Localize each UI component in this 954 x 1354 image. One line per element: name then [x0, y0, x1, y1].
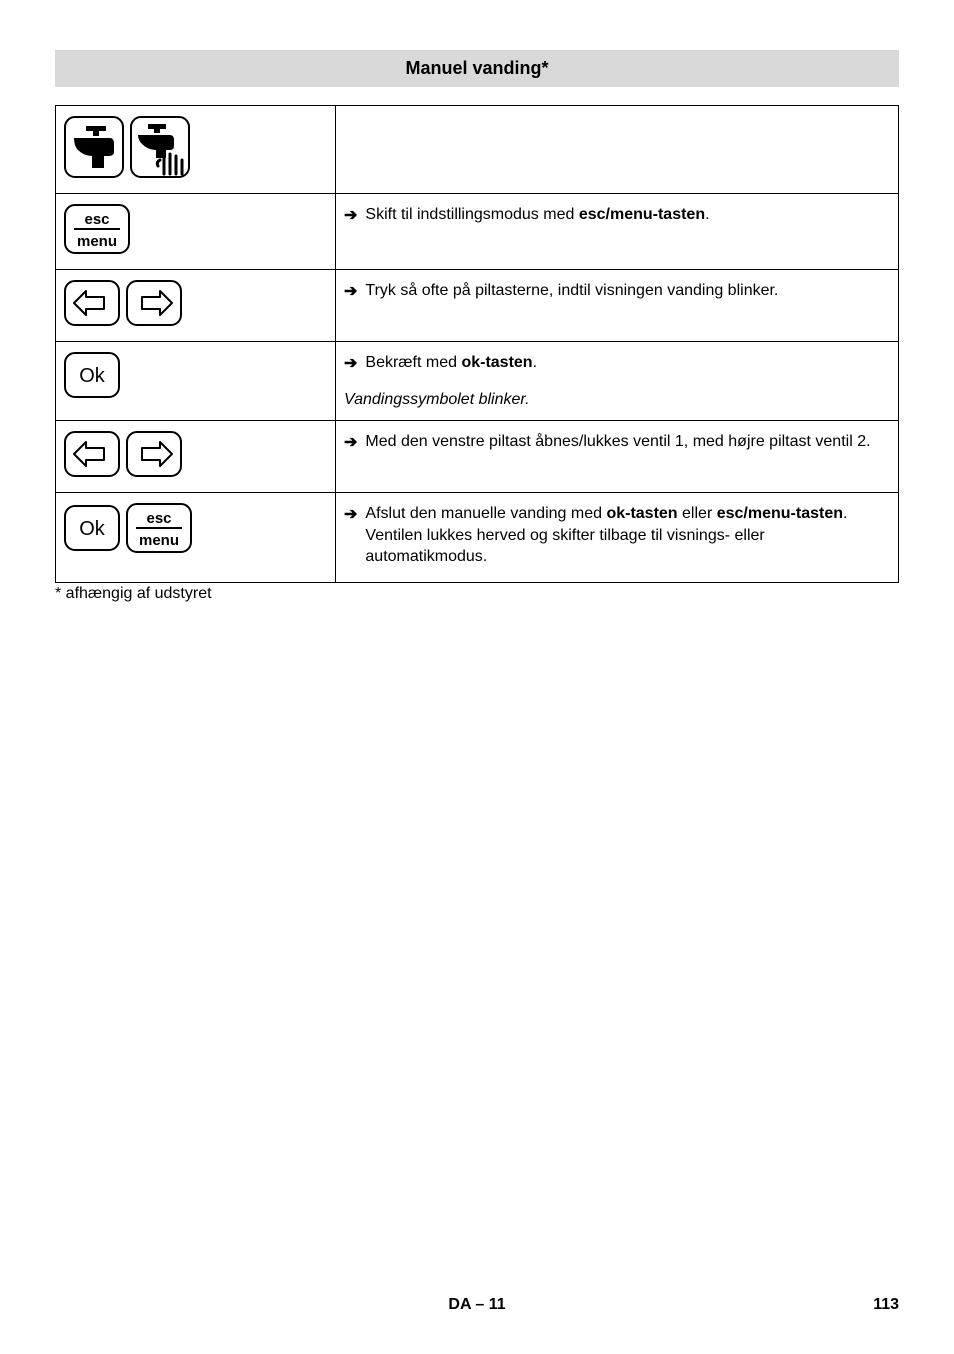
- instruction-line: ➔ Med den venstre piltast åbnes/lukkes v…: [344, 431, 890, 454]
- instruction-line: ➔ Tryk så ofte på piltasterne, indtil vi…: [344, 280, 890, 303]
- arrow-bullet-icon: ➔: [344, 432, 357, 454]
- arrow-bullet-icon: ➔: [344, 504, 357, 526]
- svg-text:esc: esc: [84, 211, 109, 228]
- table-row: ➔ Tryk så ofte på piltasterne, indtil vi…: [56, 270, 899, 342]
- instruction-line: ➔ Bekræft med ok-tasten.: [344, 352, 890, 375]
- text-cell: ➔ Afslut den manuelle vanding med ok-tas…: [336, 493, 899, 583]
- instruction-text: Skift til indstillingsmodus med esc/menu…: [365, 204, 890, 226]
- instruction-line: ➔ Skift til indstillingsmodus med esc/me…: [344, 204, 890, 227]
- text-cell: ➔ Med den venstre piltast åbnes/lukkes v…: [336, 421, 899, 493]
- right-arrow-button: [126, 431, 182, 482]
- icon-cell: [56, 106, 336, 194]
- icon-cell: [56, 270, 336, 342]
- instruction-line: ➔ Afslut den manuelle vanding med ok-tas…: [344, 503, 890, 568]
- icon-cell: Ok: [56, 342, 336, 421]
- icon-cell: Ok esc menu: [56, 493, 336, 583]
- italic-note: Vandingssymbolet blinker.: [344, 389, 890, 411]
- left-arrow-button: [64, 280, 120, 331]
- section-title: Manuel vanding*: [405, 58, 548, 78]
- svg-text:menu: menu: [139, 532, 179, 549]
- page-footer: DA – 11 113: [0, 1296, 954, 1314]
- svg-text:Ok: Ok: [79, 518, 106, 540]
- text-cell: ➔ Bekræft med ok-tasten. Vandingssymbole…: [336, 342, 899, 421]
- table-row: esc menu ➔ Skift til indstillingsmodus m…: [56, 194, 899, 270]
- arrow-bullet-icon: ➔: [344, 205, 357, 227]
- arrow-bullet-icon: ➔: [344, 281, 357, 303]
- footnote: * afhængig af udstyret: [55, 585, 899, 603]
- instruction-table: esc menu ➔ Skift til indstillingsmodus m…: [55, 105, 899, 583]
- svg-text:menu: menu: [77, 233, 117, 250]
- footer-center: DA – 11: [448, 1296, 505, 1314]
- tap-hand-icon: [130, 116, 190, 183]
- svg-text:esc: esc: [146, 510, 171, 527]
- ok-button: Ok: [64, 505, 120, 556]
- instruction-text: Med den venstre piltast åbnes/lukkes ven…: [365, 431, 890, 453]
- icon-cell: esc menu: [56, 194, 336, 270]
- table-row: [56, 106, 899, 194]
- instruction-text: Tryk så ofte på piltasterne, indtil visn…: [365, 280, 890, 302]
- text-cell: ➔ Skift til indstillingsmodus med esc/me…: [336, 194, 899, 270]
- arrow-bullet-icon: ➔: [344, 353, 357, 375]
- left-arrow-button: [64, 431, 120, 482]
- table-row: Ok ➔ Bekræft med ok-tasten. Vandingssymb…: [56, 342, 899, 421]
- svg-text:Ok: Ok: [79, 365, 106, 387]
- instruction-text: Bekræft med ok-tasten.: [365, 352, 890, 374]
- footer-page-number: 113: [873, 1296, 899, 1314]
- tap-icon: [64, 116, 124, 183]
- text-cell: [336, 106, 899, 194]
- ok-button: Ok: [64, 352, 120, 403]
- icon-cell: [56, 421, 336, 493]
- instruction-text: Afslut den manuelle vanding med ok-taste…: [365, 503, 890, 568]
- right-arrow-button: [126, 280, 182, 331]
- table-row: ➔ Med den venstre piltast åbnes/lukkes v…: [56, 421, 899, 493]
- table-row: Ok esc menu ➔ Afslut den manuelle vandin…: [56, 493, 899, 583]
- text-cell: ➔ Tryk så ofte på piltasterne, indtil vi…: [336, 270, 899, 342]
- esc-menu-button: esc menu: [126, 503, 192, 558]
- section-header: Manuel vanding*: [55, 50, 899, 87]
- esc-menu-button: esc menu: [64, 204, 130, 259]
